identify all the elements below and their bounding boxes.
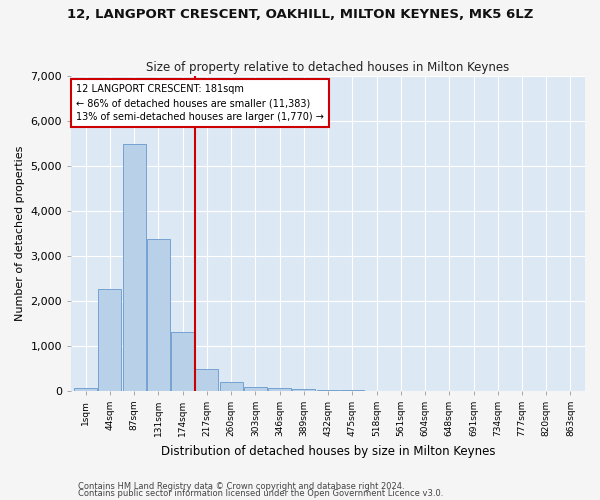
Bar	[196, 368, 218, 391]
Bar	[74, 388, 97, 391]
Text: Contains public sector information licensed under the Open Government Licence v3: Contains public sector information licen…	[78, 489, 443, 498]
Bar	[268, 388, 291, 391]
Y-axis label: Number of detached properties: Number of detached properties	[15, 146, 25, 321]
Bar	[292, 390, 316, 391]
Bar	[171, 332, 194, 391]
Text: Contains HM Land Registry data © Crown copyright and database right 2024.: Contains HM Land Registry data © Crown c…	[78, 482, 404, 491]
Bar	[244, 386, 267, 391]
Text: 12 LANGPORT CRESCENT: 181sqm
← 86% of detached houses are smaller (11,383)
13% o: 12 LANGPORT CRESCENT: 181sqm ← 86% of de…	[76, 84, 324, 122]
Bar	[220, 382, 242, 391]
X-axis label: Distribution of detached houses by size in Milton Keynes: Distribution of detached houses by size …	[161, 444, 496, 458]
Bar	[317, 390, 340, 391]
Bar	[98, 288, 121, 391]
Bar	[147, 239, 170, 391]
Title: Size of property relative to detached houses in Milton Keynes: Size of property relative to detached ho…	[146, 60, 510, 74]
Text: 12, LANGPORT CRESCENT, OAKHILL, MILTON KEYNES, MK5 6LZ: 12, LANGPORT CRESCENT, OAKHILL, MILTON K…	[67, 8, 533, 20]
Bar	[123, 144, 146, 391]
